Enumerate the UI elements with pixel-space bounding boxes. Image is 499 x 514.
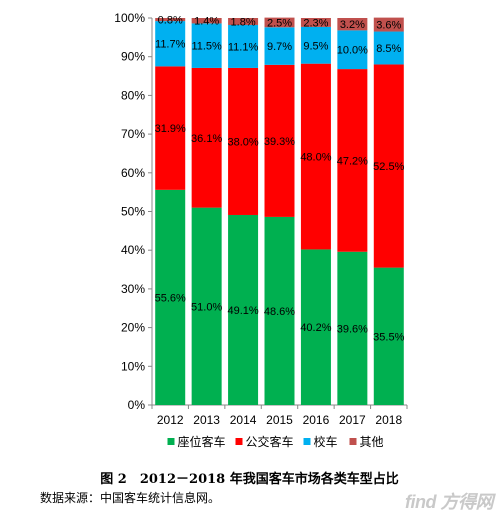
- bar-segments: [155, 17, 404, 405]
- bar-segment: [373, 17, 404, 32]
- legend-label: 校车: [314, 434, 338, 449]
- data-label: 47.2%: [337, 155, 368, 167]
- data-source-note: 数据来源：中国客车统计信息网。: [40, 491, 221, 505]
- x-tick-label: 2015: [266, 413, 293, 427]
- data-label: 40.2%: [300, 322, 331, 334]
- bar-segment: [155, 21, 186, 67]
- bar-segment: [337, 18, 368, 31]
- bar-segment: [373, 64, 404, 268]
- data-label: 2.5%: [267, 17, 292, 29]
- bar-segment: [264, 17, 295, 28]
- data-label: 3.6%: [376, 20, 401, 32]
- bar-segment: [155, 18, 186, 22]
- data-label: 39.6%: [337, 323, 368, 335]
- y-tick-label: 30%: [121, 282, 145, 296]
- data-label: 39.3%: [264, 136, 295, 148]
- bar-segment: [191, 67, 222, 208]
- x-tick-label: 2013: [193, 413, 220, 427]
- legend-swatch: [235, 438, 243, 445]
- bar-segment: [228, 18, 259, 25]
- data-label: 8.5%: [376, 43, 401, 55]
- y-tick-label: 40%: [121, 243, 145, 257]
- bar-segment: [191, 18, 222, 24]
- data-label: 0.8%: [158, 15, 183, 27]
- legend-label: 公交客车: [246, 434, 294, 449]
- data-label: 35.5%: [373, 331, 404, 343]
- data-label: 11.7%: [155, 39, 186, 51]
- bar-segment: [191, 23, 222, 68]
- bar-segment: [337, 30, 368, 70]
- bar-segment: [373, 31, 404, 65]
- bar-segment: [300, 249, 331, 405]
- x-tick-label: 2014: [230, 413, 257, 427]
- bar-segment: [228, 214, 259, 405]
- y-tick-label: 90%: [121, 50, 145, 64]
- stacked-bar-chart: 0%10%20%30%40%50%60%70%80%90%100% 2012 20…: [114, 11, 408, 449]
- legend-swatch: [167, 438, 175, 445]
- bar-segment: [300, 26, 331, 64]
- bar-segment: [191, 207, 222, 405]
- data-label: 31.9%: [155, 123, 186, 135]
- bar-segment: [337, 251, 368, 405]
- bar-segment: [337, 69, 368, 252]
- x-tick-label: 2017: [339, 413, 366, 427]
- data-label: 48.0%: [300, 152, 331, 164]
- y-tick-label: 10%: [121, 359, 145, 373]
- data-label: 10.0%: [337, 45, 368, 57]
- x-tick-label: 2018: [375, 413, 402, 427]
- y-tick-label: 0%: [128, 398, 146, 412]
- bar-segment: [300, 18, 331, 27]
- chart-legend: 座位客车 公交客车 校车 其他: [167, 434, 384, 449]
- data-label: 9.7%: [267, 41, 292, 53]
- y-tick-label: 100%: [114, 11, 145, 25]
- y-tick-label: 80%: [121, 88, 145, 102]
- y-tick-label: 60%: [121, 166, 145, 180]
- bar-segment: [155, 66, 186, 190]
- data-label: 3.2%: [340, 19, 365, 31]
- data-label: 55.6%: [155, 292, 186, 304]
- data-label: 38.0%: [227, 136, 258, 148]
- bar-segment: [228, 24, 259, 68]
- y-tick-label: 50%: [121, 205, 145, 219]
- x-tick-label: 2016: [303, 413, 330, 427]
- data-labels: 55.6% 31.9% 11.7% 0.8% 51.0% 36.1% 11.5% 1.4% 49…: [155, 15, 405, 344]
- data-label: 52.5%: [373, 161, 404, 173]
- data-label: 1.4%: [194, 16, 219, 28]
- legend-label: 其他: [360, 435, 384, 449]
- y-tick-label: 20%: [121, 321, 145, 335]
- y-tick-label: 70%: [121, 127, 145, 141]
- bar-segment: [300, 63, 331, 250]
- data-label: 1.8%: [231, 16, 256, 28]
- watermark-logo: find 方得网: [405, 492, 494, 512]
- bar-segment: [155, 189, 186, 405]
- legend-swatch: [349, 438, 357, 445]
- bar-segment: [264, 64, 295, 217]
- legend-swatch: [303, 438, 311, 445]
- data-label: 2.3%: [303, 17, 328, 29]
- data-label: 48.6%: [264, 306, 295, 318]
- x-tick-label: 2012: [157, 413, 184, 427]
- bar-segment: [373, 267, 404, 405]
- data-label: 51.0%: [191, 301, 222, 313]
- legend-label: 座位客车: [178, 434, 226, 449]
- figure-caption: 图 2 2012－2018 年我国客车市场各类车型占比: [100, 472, 399, 487]
- data-label: 49.1%: [227, 305, 258, 317]
- data-label: 9.5%: [303, 40, 328, 52]
- bar-segment: [264, 27, 295, 65]
- data-label: 11.1%: [228, 41, 259, 53]
- data-label: 36.1%: [191, 133, 222, 145]
- bar-segment: [264, 216, 295, 405]
- data-label: 11.5%: [191, 41, 222, 53]
- y-axis: 0% 10% 20% 30% 40% 50% 60% 70% 80% 90% 100%: [114, 11, 153, 412]
- x-axis: 2012 2013 2014 2015 2016 2017 2018: [151, 404, 408, 427]
- bar-segment: [228, 67, 259, 215]
